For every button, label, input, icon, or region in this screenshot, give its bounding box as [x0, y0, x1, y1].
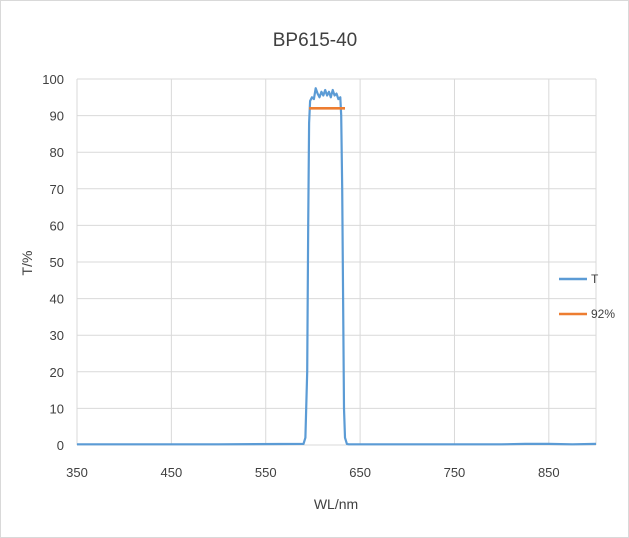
x-tick-label: 750: [444, 465, 466, 480]
y-tick-label: 30: [50, 328, 64, 343]
legend-label: 92%: [591, 307, 615, 321]
y-tick-label: 20: [50, 365, 64, 380]
y-tick-label: 0: [57, 438, 64, 453]
y-tick-label: 70: [50, 182, 64, 197]
series: [77, 87, 597, 446]
grid: [76, 78, 597, 446]
y-tick-label: 90: [50, 109, 64, 124]
x-tick-label: 550: [255, 465, 277, 480]
x-tick-label: 450: [161, 465, 183, 480]
x-axis-ticks: 350 450 550 650 750 850: [66, 465, 560, 480]
series-line-t: [77, 87, 597, 446]
legend: T 92%: [559, 272, 615, 321]
x-tick-label: 650: [349, 465, 371, 480]
x-axis-label: WL/nm: [314, 496, 358, 512]
x-tick-label: 350: [66, 465, 88, 480]
y-tick-label: 50: [50, 255, 64, 270]
y-tick-label: 60: [50, 218, 64, 233]
chart-title: BP615-40: [273, 30, 358, 51]
y-axis-ticks: 0 10 20 30 40 50 60 70 80 90 100: [42, 72, 64, 453]
legend-label: T: [591, 272, 599, 286]
x-tick-label: 850: [538, 465, 560, 480]
y-axis-label: T/%: [19, 251, 35, 276]
y-tick-label: 80: [50, 145, 64, 160]
y-tick-label: 10: [50, 401, 64, 416]
y-tick-label: 100: [42, 72, 64, 87]
y-tick-label: 40: [50, 292, 64, 307]
